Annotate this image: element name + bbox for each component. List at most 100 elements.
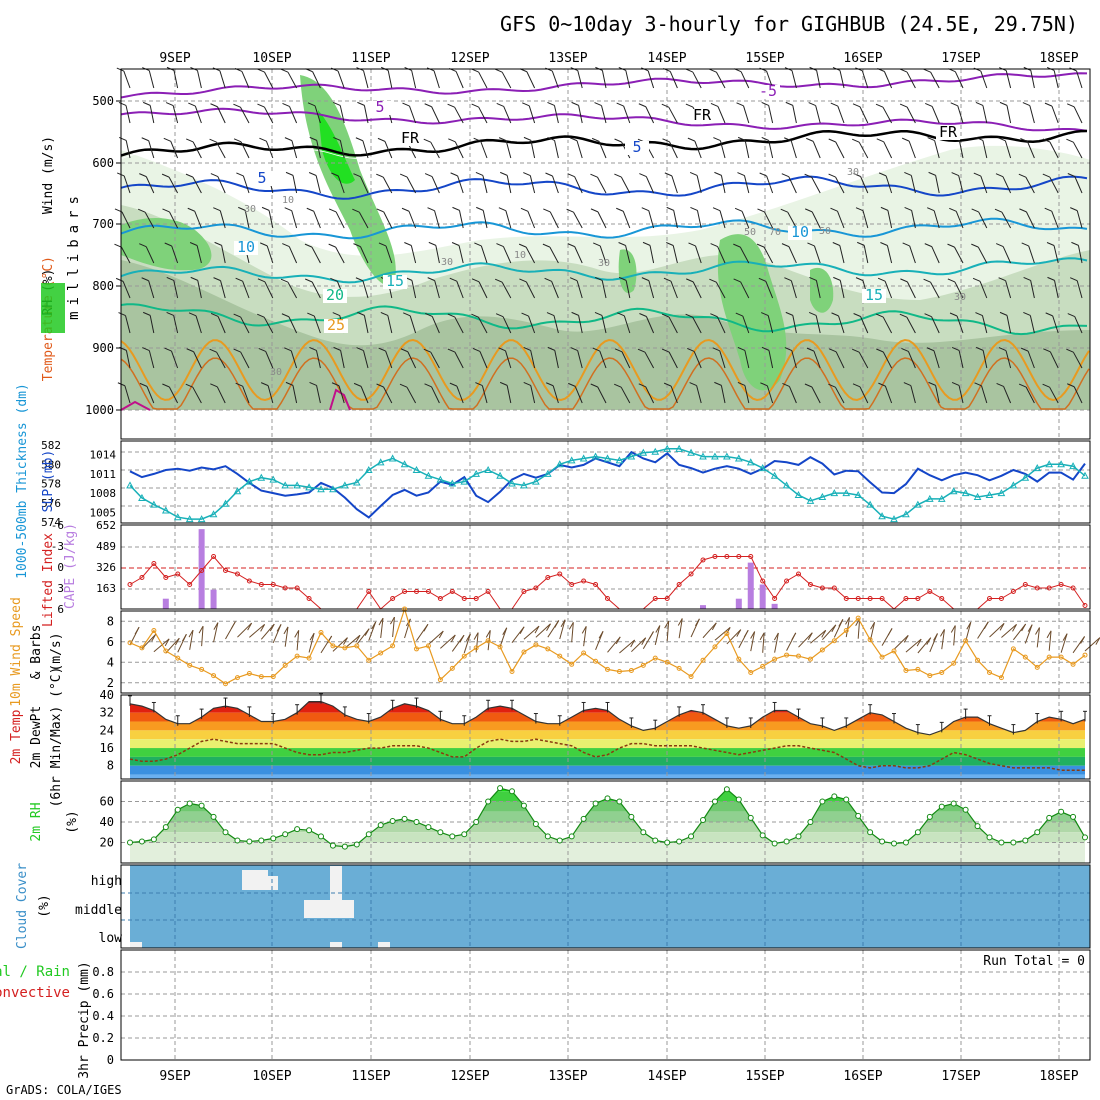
thickness-point	[782, 481, 791, 489]
upper-wind-barb-feather	[996, 382, 1004, 387]
upper-wind-barb	[121, 246, 131, 264]
isotherm-label-bg	[368, 101, 392, 115]
upper-wind-barb	[146, 386, 155, 404]
thickness-point	[400, 460, 409, 468]
thickness-point	[699, 452, 707, 460]
wind10m-barb	[428, 630, 444, 645]
thickness-point	[245, 477, 254, 485]
upper-wind-barb	[981, 315, 988, 334]
upper-wind-barb-feather	[760, 382, 768, 387]
isotherm-label: FR	[939, 123, 958, 141]
thickness-point	[734, 454, 743, 462]
rh-contour-label: 30	[847, 167, 859, 178]
upper-wind-barb-feather	[903, 382, 912, 387]
upper-wind-barb	[1049, 141, 1059, 159]
upper-wind-barb	[170, 141, 179, 159]
rh2m-point	[616, 798, 623, 805]
cloud-clear-patch	[304, 900, 354, 918]
rh2m-point	[807, 819, 814, 825]
upper-wind-barb-feather	[423, 138, 431, 143]
upper-wind-barb	[1006, 315, 1012, 334]
upper-wind-barb	[598, 141, 607, 159]
wind10m-speed-point	[151, 627, 157, 633]
upper-wind-barb	[1049, 176, 1059, 194]
upper-wind-barb	[525, 281, 536, 299]
upper-air-ytick: 900	[92, 341, 114, 355]
wind10m-barb	[213, 622, 219, 643]
upper-wind-barb-feather	[376, 173, 384, 178]
wind10m-barb-feather	[151, 634, 157, 642]
upper-wind-barb	[573, 211, 583, 229]
wind10m-barb	[189, 629, 194, 650]
upper-wind-barb	[125, 140, 131, 159]
lifted-index-point	[234, 571, 240, 577]
thickness-point	[639, 448, 648, 456]
upper-wind-barb-feather	[1044, 102, 1053, 107]
rh2m-point	[819, 798, 826, 805]
rh2m-point	[127, 839, 133, 846]
thickness-point	[961, 489, 970, 497]
temp-band	[130, 712, 1085, 722]
rh2m-point	[138, 838, 145, 845]
lifted-index-point	[1034, 585, 1040, 591]
upper-wind-barb-feather	[284, 347, 292, 352]
wind10m-barb	[631, 637, 647, 653]
upper-wind-barb-feather	[925, 102, 933, 107]
upper-wind-barb	[168, 176, 179, 194]
rh-contour-label: 30	[954, 292, 966, 303]
upper-wind-barb-feather	[949, 207, 957, 212]
upper-wind-barb-feather	[519, 278, 527, 283]
upper-wind-barb	[649, 245, 655, 264]
upper-wind-barb-feather	[661, 348, 670, 353]
wind10m-barb	[845, 617, 850, 638]
wind10m-barb-feather	[438, 630, 444, 639]
wind10m-barb	[332, 637, 348, 652]
upper-wind-barb-feather	[737, 172, 745, 176]
upper-wind-barb-feather	[851, 348, 860, 353]
upper-wind-barb-feather	[617, 312, 625, 317]
upper-wind-barb	[1049, 386, 1059, 404]
upper-wind-barb-feather	[590, 173, 598, 178]
upper-wind-barb-feather	[1071, 241, 1079, 246]
lifted-index-point	[700, 557, 706, 563]
upper-wind-barb-feather	[161, 173, 170, 178]
thickness-point	[985, 491, 994, 499]
rh-contour-label: 30	[598, 258, 610, 269]
cape-bar	[747, 562, 754, 609]
upper-wind-barb-feather	[424, 383, 432, 388]
wind10m-barb-feather	[887, 628, 893, 636]
thickness-point	[1069, 462, 1077, 470]
rh2m-point	[1058, 808, 1065, 815]
bottom-day-label: 10SEP	[252, 1069, 291, 1084]
thickness-point	[651, 447, 660, 455]
upper-wind-barb	[1076, 210, 1083, 229]
wind10m-barb	[308, 633, 315, 653]
upper-wind-barb-feather	[523, 136, 532, 141]
temp-band	[130, 748, 1085, 757]
wind10m-barb-feather	[534, 625, 540, 634]
upper-wind-barb-feather	[185, 383, 193, 388]
upper-wind-barb-feather	[284, 207, 292, 212]
temp2m-ytick: 16	[100, 741, 114, 755]
cape-bar	[700, 605, 706, 609]
upper-wind-barb	[219, 70, 226, 89]
upper-air-ytick: 800	[92, 279, 114, 293]
upper-wind-barb-feather	[712, 207, 721, 212]
upper-wind-barb	[339, 105, 345, 124]
upper-wind-barb-feather	[496, 102, 504, 107]
wind10m-barb	[1024, 624, 1033, 644]
upper-wind-barb-feather	[641, 207, 649, 212]
upper-wind-barb-feather	[761, 346, 770, 351]
wind10m-barb-feather	[807, 632, 813, 640]
upper-wind-barb-feather	[523, 172, 531, 176]
wind10m-barb-feather	[940, 629, 945, 637]
bottom-day-label: 14SEP	[647, 1069, 686, 1084]
upper-wind-barb	[457, 175, 464, 194]
upper-wind-barb-feather	[689, 172, 698, 176]
wind10m-barb	[607, 636, 621, 653]
rh2m-point	[401, 815, 408, 822]
wind10m-speed-point	[581, 650, 587, 656]
wind10m-barb-feather	[164, 638, 170, 647]
upper-wind-barb-feather	[687, 137, 696, 142]
upper-wind-barb-feather	[642, 241, 651, 246]
